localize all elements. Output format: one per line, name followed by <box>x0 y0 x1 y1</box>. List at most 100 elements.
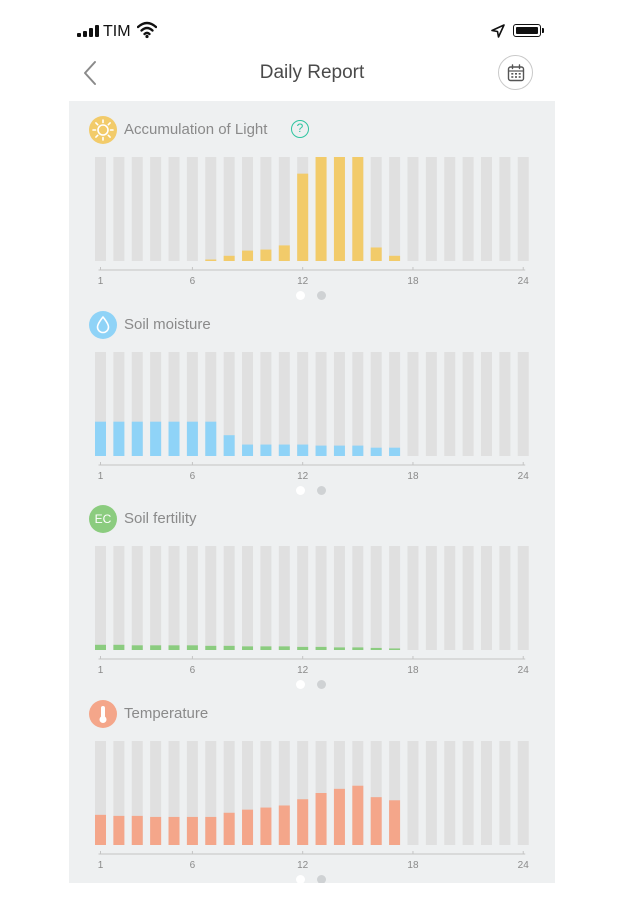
bar-hour-10 <box>260 249 272 261</box>
x-tick-label: 24 <box>518 276 530 287</box>
page-dot-1[interactable] <box>296 486 305 495</box>
bar-hour-16 <box>370 797 382 845</box>
page-dot-2[interactable] <box>317 486 326 495</box>
bar-hour-17 <box>389 447 401 456</box>
light-chart: 1 6 12 18 24 <box>95 157 530 287</box>
bar-track-13 <box>315 546 327 650</box>
bar-track-18 <box>407 157 419 261</box>
bar-track-19 <box>425 352 437 456</box>
bar-track-7 <box>205 352 217 456</box>
bar-track-6 <box>186 157 198 261</box>
bar-track-23 <box>499 546 511 650</box>
bar-track-4 <box>150 546 162 650</box>
x-tick-label: 1 <box>98 860 104 871</box>
bar-track-22 <box>480 546 492 650</box>
fertility-chart: 1 6 12 18 24 <box>95 546 530 676</box>
bar-track-3 <box>131 352 143 456</box>
bar-track-23 <box>499 741 511 845</box>
bar-track-2 <box>113 352 125 456</box>
temperature-section: Temperature 1 6 12 18 24 <box>69 700 555 883</box>
bar-track-17 <box>389 741 401 845</box>
moisture-section: Soil moisture 1 6 12 18 24 <box>69 311 555 505</box>
x-tick-label: 1 <box>98 665 104 676</box>
bar-track-3 <box>131 741 143 845</box>
bar-track-13 <box>315 352 327 456</box>
calendar-button[interactable] <box>498 55 533 90</box>
water-drop-icon <box>89 311 117 339</box>
bar-track-9 <box>242 157 254 261</box>
page-dot-1[interactable] <box>296 291 305 300</box>
bar-hour-7 <box>205 421 217 456</box>
bar-hour-5 <box>168 816 180 845</box>
bar-hour-9 <box>242 444 254 456</box>
bar-track-16 <box>370 157 382 261</box>
bar-track-19 <box>425 741 437 845</box>
x-tick-label: 12 <box>297 665 309 676</box>
x-tick-label: 18 <box>407 276 419 287</box>
bar-hour-6 <box>186 816 198 845</box>
bar-hour-2 <box>113 644 125 650</box>
bar-hour-16 <box>370 247 382 261</box>
bar-track-4 <box>150 352 162 456</box>
bar-track-10 <box>260 546 272 650</box>
bar-track-22 <box>480 352 492 456</box>
bar-hour-13 <box>315 445 327 456</box>
bar-hour-8 <box>223 435 235 456</box>
bar-track-11 <box>278 546 290 650</box>
calendar-icon <box>507 64 525 82</box>
bar-track-18 <box>407 741 419 845</box>
bar-hour-8 <box>223 255 235 261</box>
bar-hour-7 <box>205 816 217 845</box>
bar-track-18 <box>407 546 419 650</box>
x-tick-label: 6 <box>190 276 196 287</box>
bar-track-1 <box>95 741 106 845</box>
bar-track-16 <box>370 352 382 456</box>
bar-track-12 <box>297 352 309 456</box>
x-tick-label: 24 <box>518 665 530 676</box>
bar-hour-10 <box>260 444 272 456</box>
bar-track-5 <box>168 157 180 261</box>
bar-track-5 <box>168 546 180 650</box>
page-dot-2[interactable] <box>317 680 326 689</box>
page-dot-2[interactable] <box>317 291 326 300</box>
bar-track-20 <box>444 741 456 845</box>
bar-track-22 <box>480 741 492 845</box>
bar-track-16 <box>370 741 382 845</box>
bar-track-11 <box>278 157 290 261</box>
navigation-bar: Daily Report <box>69 45 555 101</box>
bar-track-8 <box>223 741 235 845</box>
bar-track-24 <box>517 352 529 456</box>
bar-track-6 <box>186 546 198 650</box>
bar-track-23 <box>499 157 511 261</box>
x-tick-label: 6 <box>190 860 196 871</box>
bar-hour-15 <box>352 785 364 845</box>
bar-track-24 <box>517 157 529 261</box>
bar-track-23 <box>499 352 511 456</box>
bar-hour-15 <box>352 647 364 650</box>
page-dot-1[interactable] <box>296 875 305 883</box>
bar-hour-14 <box>333 788 345 845</box>
bar-hour-9 <box>242 646 254 650</box>
bar-hour-7 <box>205 259 217 261</box>
temperature-title: Temperature <box>124 705 209 722</box>
page-dot-1[interactable] <box>296 680 305 689</box>
bar-track-24 <box>517 741 529 845</box>
bar-track-10 <box>260 352 272 456</box>
bar-hour-4 <box>150 645 162 650</box>
x-tick-label: 24 <box>518 860 530 871</box>
bar-hour-6 <box>186 645 198 650</box>
bar-track-6 <box>186 741 198 845</box>
chevron-left-icon[interactable] <box>79 59 103 87</box>
bar-track-20 <box>444 546 456 650</box>
bar-track-9 <box>242 546 254 650</box>
page-dot-2[interactable] <box>317 875 326 883</box>
bar-track-15 <box>352 352 364 456</box>
x-tick-label: 6 <box>190 665 196 676</box>
thermometer-icon <box>89 700 117 728</box>
bar-track-7 <box>205 157 217 261</box>
bar-hour-4 <box>150 421 162 456</box>
bar-hour-12 <box>297 444 309 456</box>
bar-track-12 <box>297 741 309 845</box>
question-icon[interactable]: ? <box>291 120 309 138</box>
bar-hour-5 <box>168 421 180 456</box>
